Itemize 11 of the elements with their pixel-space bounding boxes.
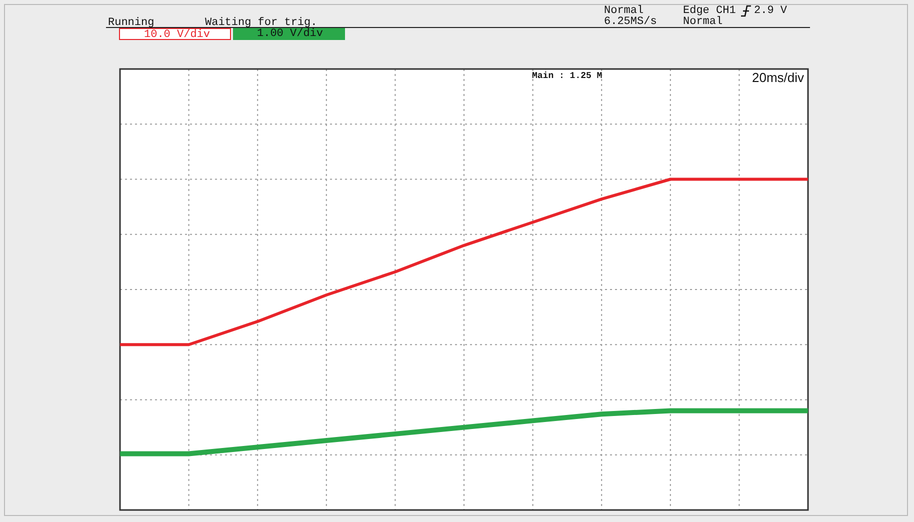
text: Edge CH1 [683, 5, 736, 17]
text: 2.9 V [754, 5, 788, 17]
text: Normal [604, 5, 644, 17]
text: 6.25MS/s [604, 16, 657, 28]
text: Running [108, 17, 154, 29]
text: 20ms/div [752, 70, 804, 85]
text: Normal [683, 16, 723, 28]
text: 10.0 V/div [119, 28, 231, 41]
text: Main : 1.25 M [532, 70, 602, 82]
text: Waiting for trig. [205, 17, 318, 29]
text: 1.00 V/div [233, 28, 345, 40]
